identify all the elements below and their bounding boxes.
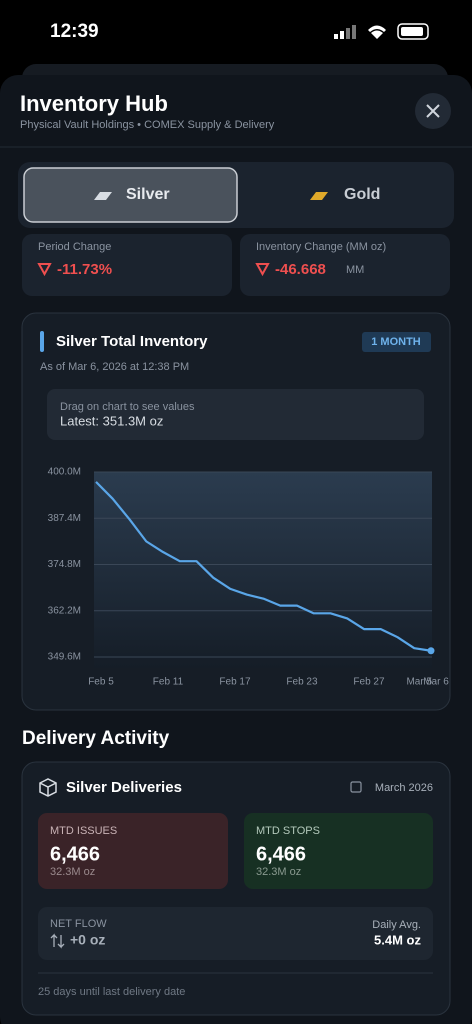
calendar-icon <box>350 781 362 793</box>
chart-title: Silver Total Inventory <box>56 333 208 350</box>
net-flow-value: +0 oz <box>70 932 105 948</box>
issues-label: MTD ISSUES <box>50 825 117 837</box>
footer-note: 25 days until last delivery date <box>38 986 185 998</box>
avg-label: Daily Avg. <box>372 919 421 931</box>
x-tick-label: Feb 17 <box>219 677 251 688</box>
net-flow-box <box>38 907 433 960</box>
header-subtitle: Physical Vault Holdings • COMEX Supply &… <box>20 119 275 131</box>
badge-label[interactable]: 1 MONTH <box>371 336 421 348</box>
stops-label: MTD STOPS <box>256 825 320 837</box>
y-tick-label: 362.2M <box>48 605 81 616</box>
month: March 2026 <box>375 782 433 794</box>
status-time: 12:39 <box>50 21 99 42</box>
header-title: Inventory Hub <box>20 91 168 116</box>
x-tick-label: Feb 11 <box>153 677 184 688</box>
latest: Latest: 351.3M oz <box>60 413 163 428</box>
accent-bar <box>40 331 44 352</box>
issues-box <box>38 813 228 889</box>
y-tick-label: 349.6M <box>48 652 81 663</box>
silver-icon <box>94 192 112 200</box>
x-tick-label: Feb 5 <box>88 677 114 688</box>
stops-value: 6,466 <box>256 843 306 865</box>
tab-silver[interactable] <box>23 167 238 223</box>
card-title: Silver Deliveries <box>66 779 182 796</box>
gold-icon <box>310 192 328 200</box>
stat-label: Period Change <box>38 241 111 253</box>
end-dot <box>427 647 435 655</box>
badge[interactable] <box>362 332 431 352</box>
y-tick-label: 374.8M <box>48 559 81 570</box>
issues-sub: 32.3M oz <box>50 866 95 878</box>
avg-value: 5.4M oz <box>374 932 421 947</box>
stat-unit: MM <box>346 264 364 276</box>
chart: 400.0M 387.4M 374.8M 362.2M 349.6M Feb 5 Feb 1… <box>48 467 450 688</box>
x-tick-label: Mar 6 <box>423 677 449 688</box>
hint: Drag on chart to see values <box>60 401 195 413</box>
stat-value: -11.73% <box>57 261 112 278</box>
y-tick-label: 400.0M <box>48 467 81 478</box>
as-of: As of Mar 6, 2026 at 12:38 PM <box>40 361 189 373</box>
close-button[interactable] <box>415 93 451 129</box>
issues-value: 6,466 <box>50 843 100 865</box>
y-tick-label: 387.4M <box>48 513 81 524</box>
plot-area <box>94 472 432 668</box>
down-icon <box>37 263 52 277</box>
stat-value: -46.668 <box>275 261 326 278</box>
x-tick-label: Feb 23 <box>286 677 318 688</box>
tooltip <box>47 389 424 440</box>
tab-label[interactable]: Silver <box>126 186 170 203</box>
x-tick-label: Mar 5 <box>406 677 432 688</box>
section-heading: Delivery Activity <box>22 728 170 749</box>
series-line <box>95 481 432 652</box>
x-tick-label: Feb 27 <box>353 677 385 688</box>
box-icon <box>39 778 57 797</box>
down-icon <box>255 263 270 277</box>
stat-label: Inventory Change (MM oz) <box>256 241 386 253</box>
stat-card <box>240 234 450 296</box>
flow-icon <box>50 933 65 949</box>
status-icons <box>334 23 429 40</box>
net-flow-label: NET FLOW <box>50 918 107 930</box>
stops-box <box>244 813 433 889</box>
stat-card <box>22 234 232 296</box>
stops-sub: 32.3M oz <box>256 866 301 878</box>
tab-label[interactable]: Gold <box>344 186 380 203</box>
